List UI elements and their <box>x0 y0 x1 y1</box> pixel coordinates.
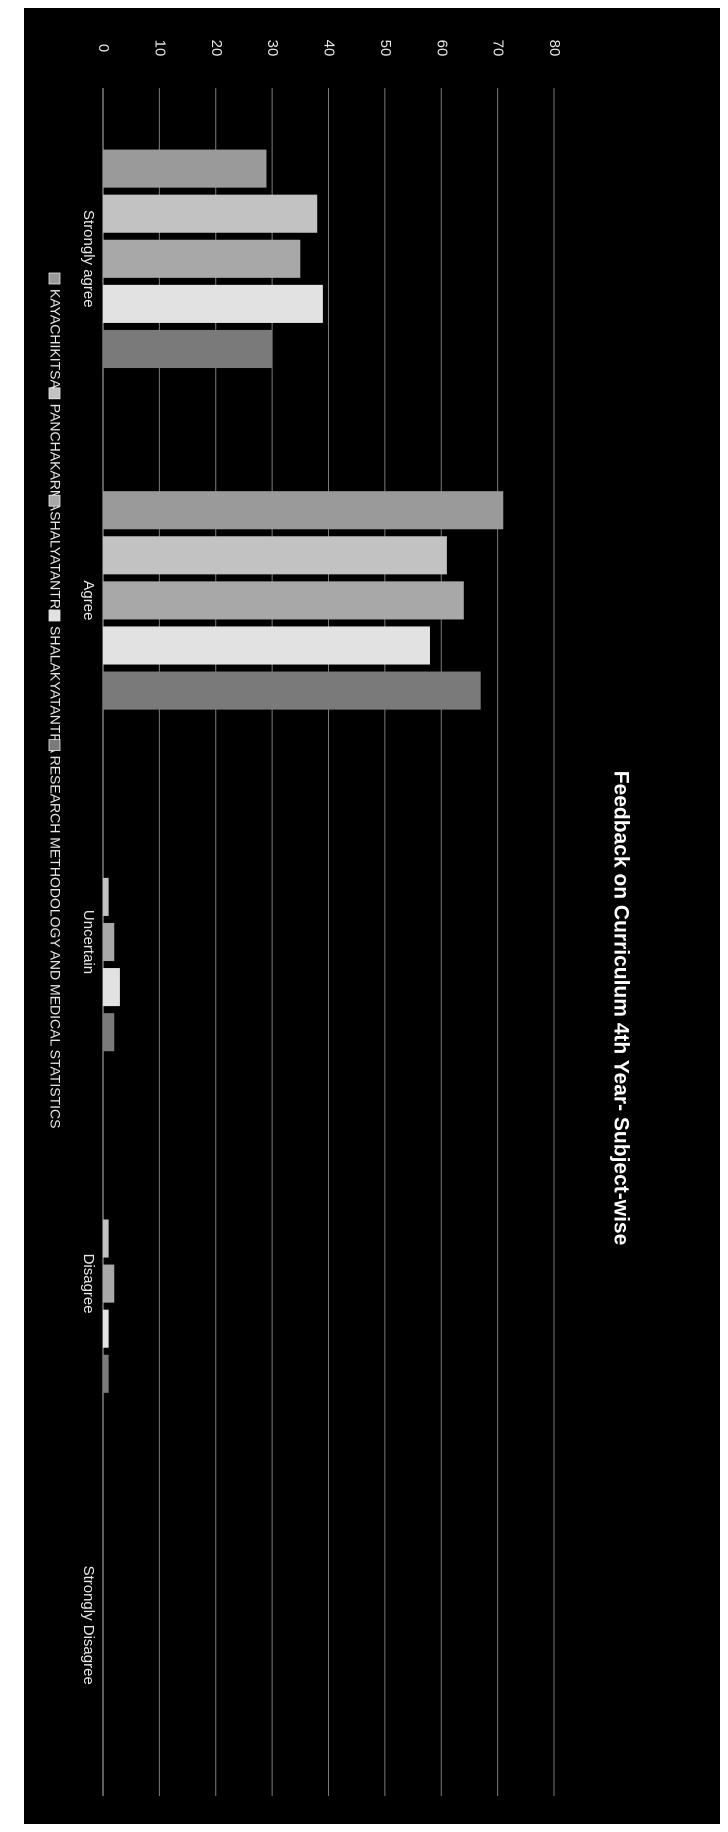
bar-3-1 <box>103 1219 109 1258</box>
bar-0-1 <box>103 194 318 233</box>
bar-1-1 <box>103 536 447 575</box>
bar-1-3 <box>103 626 430 665</box>
bar-3-4 <box>103 1354 109 1393</box>
legend-label-3: SHALAKYATANTRA <box>47 626 63 753</box>
bar-0-2 <box>103 239 301 278</box>
bar-0-3 <box>103 284 323 323</box>
category-label-0: Strongly agree <box>80 210 97 308</box>
category-label-2: Uncertain <box>80 910 97 974</box>
bar-2-4 <box>103 1013 115 1052</box>
bar-3-2 <box>103 1264 115 1303</box>
legend-label-1: PANCHAKARMA <box>47 404 63 512</box>
tick-label-20: 20 <box>208 40 225 57</box>
bar-0-4 <box>103 329 273 369</box>
category-label-4: Strongly Disagree <box>80 1566 97 1685</box>
feedback-bar-chart: 0 10 20 30 40 50 60 70 80 Strongly agree Agree Unc… <box>47 40 632 1796</box>
bar-1-4 <box>103 671 481 710</box>
gridlines <box>102 88 555 1796</box>
category-label-3: Disagree <box>80 1254 97 1314</box>
category-label-1: Agree <box>80 580 97 620</box>
legend-swatch-4 <box>48 739 61 752</box>
bar-0-0 <box>103 149 267 188</box>
tick-label-10: 10 <box>151 40 168 57</box>
chart-title: Feedback on Curriculum 4th Year- Subject… <box>609 771 632 1246</box>
category-labels: Strongly agree Agree Uncertain Disagree Stro… <box>80 210 97 1685</box>
tick-label-80: 80 <box>546 40 563 57</box>
legend-swatch-3 <box>48 609 61 622</box>
legend-swatch-2 <box>48 494 61 507</box>
bar-1-2 <box>103 581 464 620</box>
bar-2-3 <box>103 968 120 1007</box>
legend-label-2: SHALYATANTRA <box>47 511 63 619</box>
value-axis-ticks: 0 10 20 30 40 50 60 70 80 <box>95 40 563 57</box>
bars <box>103 149 504 1393</box>
tick-label-60: 60 <box>433 40 450 57</box>
tick-label-30: 30 <box>264 40 281 57</box>
legend-label-4: RESEARCH METHODOLOGY AND MEDICAL STATIST… <box>47 756 63 1129</box>
tick-label-70: 70 <box>490 40 507 57</box>
tick-label-50: 50 <box>377 40 394 57</box>
chart-frame: 0 10 20 30 40 50 60 70 80 Strongly agree Agree Unc… <box>24 8 720 1824</box>
bar-3-3 <box>103 1309 109 1348</box>
legend-swatch-0 <box>48 272 61 285</box>
bar-2-1 <box>103 877 109 916</box>
bar-2-2 <box>103 922 115 962</box>
tick-label-40: 40 <box>321 40 338 57</box>
legend-label-0: KAYACHIKITSA <box>47 289 63 390</box>
tick-label-0: 0 <box>95 44 112 52</box>
legend-swatch-1 <box>48 387 61 400</box>
bar-1-0 <box>103 491 504 530</box>
